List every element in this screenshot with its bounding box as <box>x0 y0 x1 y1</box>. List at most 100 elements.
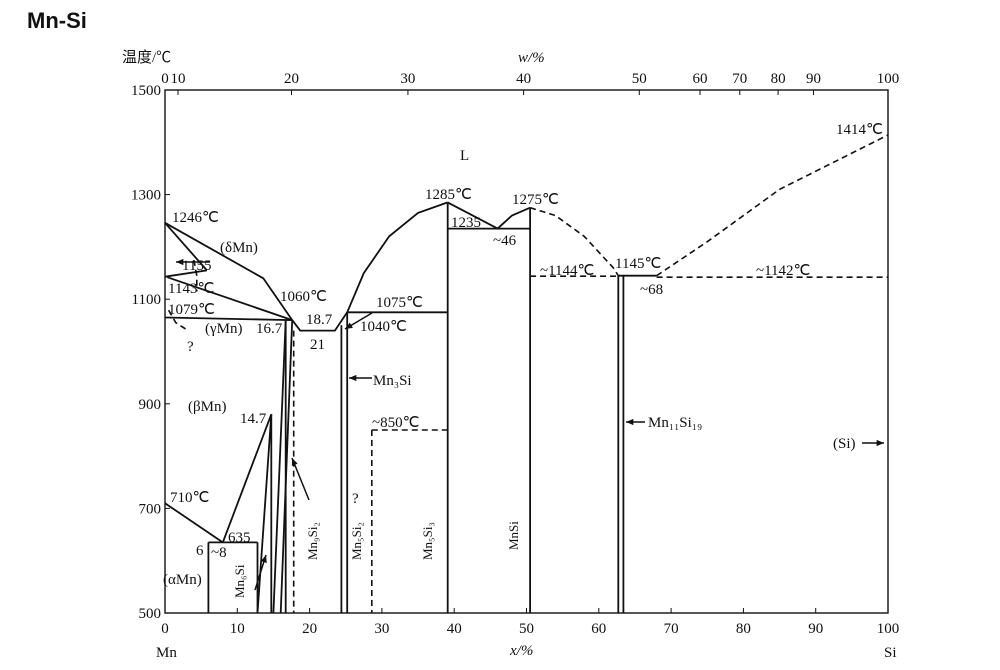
label-635: 635 <box>228 530 251 546</box>
label-phase-si: (Si) <box>833 436 856 452</box>
top-tick-label: 30 <box>400 71 415 87</box>
label-1143: 1143℃ <box>168 281 214 297</box>
top-tick-label: 20 <box>284 71 299 87</box>
phase-boundary-dashed <box>656 134 889 277</box>
label-1142: ~1142℃ <box>756 263 810 279</box>
pointer-arrow-head <box>345 322 353 329</box>
label-phase-beta: (βMn) <box>188 399 226 415</box>
label-6: 6 <box>196 543 204 559</box>
x-tick-label: 30 <box>374 621 389 637</box>
label-question-1: ? <box>187 339 194 355</box>
x-tick-label: 60 <box>591 621 606 637</box>
label-1060: 1060℃ <box>280 289 327 305</box>
top-tick-label: 10 <box>171 71 186 87</box>
label-mn11si19: Mn₁₁Si₁₉ <box>648 415 702 431</box>
label-850: ~850℃ <box>372 415 419 431</box>
label-46: ~46 <box>493 233 517 249</box>
phase-boundary-solid <box>164 222 293 321</box>
x-tick-label: 40 <box>447 621 462 637</box>
label-liquid: L <box>460 148 469 164</box>
phase-boundary-solid <box>496 206 531 230</box>
label-710: 710℃ <box>170 490 209 506</box>
phase-boundary-solid <box>221 413 273 543</box>
label-1275: 1275℃ <box>512 192 559 208</box>
label-mn5si3: Mn₅Si₃ <box>420 522 435 560</box>
top-tick-label: 100 <box>877 71 900 87</box>
label-mn3si: Mn₃Si <box>373 373 412 389</box>
top-tick-label: 60 <box>693 71 708 87</box>
x-tick-label: 50 <box>519 621 534 637</box>
y-tick-label: 900 <box>139 397 162 413</box>
top-tick-label: 50 <box>632 71 647 87</box>
phase-boundary-solid <box>346 201 448 313</box>
phase-boundary-solid <box>164 502 224 544</box>
label-1040: 1040℃ <box>360 319 407 335</box>
phase-boundary-solid <box>166 276 293 321</box>
top-tick-label: 80 <box>771 71 786 87</box>
label-1235: 1235 <box>451 215 481 231</box>
phase-boundary-solid <box>164 269 208 278</box>
phase-boundary-solid <box>164 316 293 321</box>
label-68: ~68 <box>640 282 663 298</box>
element-label-si: Si <box>884 645 897 661</box>
x-tick-label: 80 <box>736 621 751 637</box>
label-mnsi: MnSi <box>506 521 521 550</box>
plot-frame <box>164 89 889 614</box>
pointer-arrow-line <box>291 457 310 501</box>
y-tick-label: 700 <box>139 501 162 517</box>
phase-boundary-solid <box>447 201 499 230</box>
phase-boundaries <box>164 134 889 614</box>
phase-boundary-dashed <box>167 309 189 332</box>
page-title: Mn-Si <box>27 8 87 33</box>
label-phase-delta: (δMn) <box>220 240 258 256</box>
pointer-arrow-head <box>876 439 884 447</box>
element-label-mn: Mn <box>156 645 177 661</box>
phase-boundary-solid <box>272 320 287 614</box>
y-tick-label: 1500 <box>131 83 161 99</box>
label-1145: 1145℃ <box>615 256 661 272</box>
phase-boundary-solid <box>279 320 294 614</box>
pointer-arrow-head <box>291 458 298 466</box>
pointer-arrow-head <box>349 374 357 382</box>
x-tick-label: 70 <box>664 621 679 637</box>
x-tick-label: 20 <box>302 621 317 637</box>
label-1246: 1246℃ <box>172 210 219 226</box>
y-tick-label: 1100 <box>132 292 161 308</box>
phase-boundary-dashed <box>529 206 619 277</box>
pointer-arrow-head <box>260 555 267 563</box>
top-axis-label: w/% <box>518 50 545 66</box>
y-axis-label: 温度/℃ <box>122 49 171 66</box>
y-tick-label: 500 <box>139 606 162 622</box>
pointer-arrow-head <box>626 418 634 426</box>
label-mn9si2: Mn₉Si₂ <box>305 522 320 560</box>
top-tick-label: 0 <box>161 71 169 87</box>
top-tick-label: 70 <box>732 71 747 87</box>
x-tick-label: 100 <box>877 621 900 637</box>
top-tick-label: 40 <box>516 71 531 87</box>
label-mn5si2: Mn₅Si₂ <box>349 522 364 560</box>
label-8: ~8 <box>211 545 227 561</box>
label-16-7: 16.7 <box>256 321 283 337</box>
label-14-7: 14.7 <box>240 411 267 427</box>
x-tick-label: 10 <box>230 621 245 637</box>
phase-boundary-dashed <box>193 259 198 292</box>
phase-boundary-solid <box>291 311 348 332</box>
top-tick-label: 90 <box>806 71 821 87</box>
label-1144: ~1144℃ <box>540 263 594 279</box>
pointer-arrow-head <box>176 258 184 266</box>
label-1075: 1075℃ <box>376 295 423 311</box>
label-21: 21 <box>310 337 325 353</box>
label-18-7: 18.7 <box>306 312 333 328</box>
x-axis-label: x/% <box>509 643 533 659</box>
label-1155: 1155 <box>182 258 211 274</box>
label-1414: 1414℃ <box>836 122 883 138</box>
x-tick-label: 0 <box>161 621 169 637</box>
label-phase-gamma: (γMn) <box>205 321 242 337</box>
label-1079: 1079℃ <box>168 302 215 318</box>
label-mn6si: Mn₆Si <box>232 564 247 598</box>
plot-border <box>164 89 889 614</box>
y-tick-label: 1300 <box>131 188 161 204</box>
